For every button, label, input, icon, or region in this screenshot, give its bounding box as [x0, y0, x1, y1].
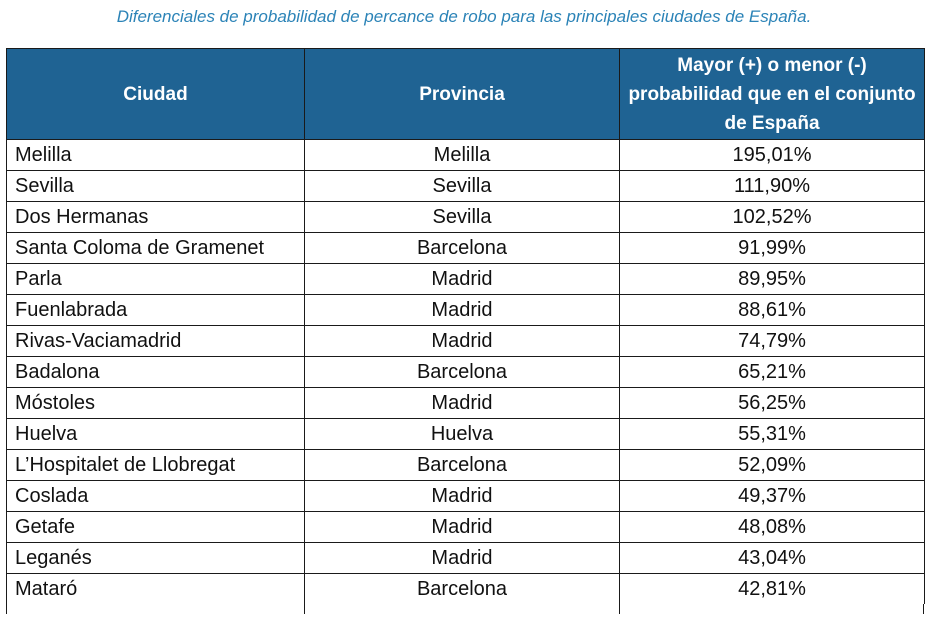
probability-cell: 91,99%	[619, 232, 925, 264]
province-cell: Madrid	[304, 325, 620, 357]
city-cell: Melilla	[6, 139, 305, 171]
table-row: Leganés Madrid 43,04%	[6, 542, 925, 574]
table-row: Badalona Barcelona 65,21%	[6, 356, 925, 388]
city-cell: Leganés	[6, 542, 305, 574]
table-row: Mataró Barcelona 42,81%	[6, 573, 925, 604]
table-row: Móstoles Madrid 56,25%	[6, 387, 925, 419]
probability-cell: 43,04%	[619, 542, 925, 574]
probability-cell: 89,95%	[619, 263, 925, 295]
probability-cell: 48,08%	[619, 511, 925, 543]
province-cell: Barcelona	[304, 449, 620, 481]
probability-cell: 74,79%	[619, 325, 925, 357]
city-cell: Badalona	[6, 356, 305, 388]
table-row: Dos Hermanas Sevilla 102,52%	[6, 201, 925, 233]
city-cell: Parla	[6, 263, 305, 295]
probability-cell: 195,01%	[619, 139, 925, 171]
city-cell: Santa Coloma de Gramenet	[6, 232, 305, 264]
city-cell: Móstoles	[6, 387, 305, 419]
province-cell: Sevilla	[304, 201, 620, 233]
table-row: Rivas-Vaciamadrid Madrid 74,79%	[6, 325, 925, 357]
table-row: Melilla Melilla 195,01%	[6, 139, 925, 171]
probability-cell: 55,31%	[619, 418, 925, 450]
column-header-city: Ciudad	[6, 48, 305, 140]
probability-cell: 42,81%	[619, 573, 925, 604]
city-cell: Fuenlabrada	[6, 294, 305, 326]
probability-cell: 56,25%	[619, 387, 925, 419]
probability-cell: 102,52%	[619, 201, 925, 233]
header-row: Ciudad Provincia Mayor (+) o menor (-) p…	[6, 48, 925, 140]
city-cell: L’Hospitalet de Llobregat	[6, 449, 305, 481]
city-cell: Dos Hermanas	[6, 201, 305, 233]
table-title: Diferenciales de probabilidad de percanc…	[116, 7, 812, 26]
province-cell: Barcelona	[304, 573, 620, 604]
table-row: Sevilla Sevilla 111,90%	[6, 170, 925, 202]
province-cell: Madrid	[304, 542, 620, 574]
province-cell: Madrid	[304, 263, 620, 295]
province-cell: Madrid	[304, 387, 620, 419]
column-header-probability: Mayor (+) o menor (-) probabilidad que e…	[619, 48, 925, 140]
table-row: Coslada Madrid 49,37%	[6, 480, 925, 512]
table-row: Getafe Madrid 48,08%	[6, 511, 925, 543]
robbery-probability-table: Ciudad Provincia Mayor (+) o menor (-) p…	[6, 48, 925, 604]
probability-cell: 49,37%	[619, 480, 925, 512]
province-cell: Madrid	[304, 511, 620, 543]
table-row: Santa Coloma de Gramenet Barcelona 91,99%	[6, 232, 925, 264]
table-continuation	[6, 604, 924, 621]
province-cell: Sevilla	[304, 170, 620, 202]
table-row: L’Hospitalet de Llobregat Barcelona 52,09%	[6, 449, 925, 481]
table-row: Huelva Huelva 55,31%	[6, 418, 925, 450]
probability-cell: 88,61%	[619, 294, 925, 326]
province-cell: Barcelona	[304, 232, 620, 264]
probability-cell: 111,90%	[619, 170, 925, 202]
province-cell: Madrid	[304, 480, 620, 512]
city-cell: Getafe	[6, 511, 305, 543]
table-body: Melilla Melilla 195,01% Sevilla Sevilla 111,9…	[6, 139, 925, 604]
column-header-province: Provincia	[304, 48, 620, 140]
city-cell: Rivas-Vaciamadrid	[6, 325, 305, 357]
province-cell: Huelva	[304, 418, 620, 450]
province-cell: Madrid	[304, 294, 620, 326]
city-cell: Huelva	[6, 418, 305, 450]
table-row: Fuenlabrada Madrid 88,61%	[6, 294, 925, 326]
table-row: Parla Madrid 89,95%	[6, 263, 925, 295]
city-cell: Coslada	[6, 480, 305, 512]
province-cell: Barcelona	[304, 356, 620, 388]
probability-cell: 65,21%	[619, 356, 925, 388]
province-cell: Melilla	[304, 139, 620, 171]
city-cell: Sevilla	[6, 170, 305, 202]
city-cell: Mataró	[6, 573, 305, 604]
probability-cell: 52,09%	[619, 449, 925, 481]
